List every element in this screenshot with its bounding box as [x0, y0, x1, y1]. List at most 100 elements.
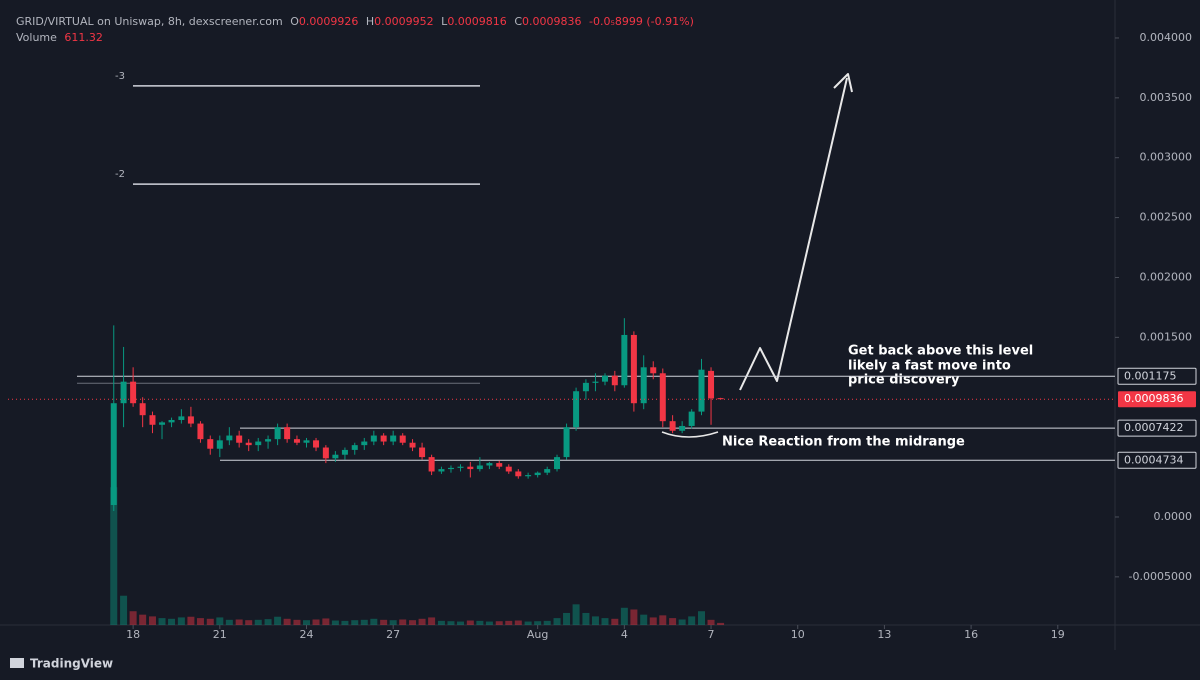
candle-body [332, 454, 339, 459]
volume-bar [591, 616, 599, 625]
candle-body [409, 442, 416, 448]
candle-body [265, 439, 272, 442]
volume-label: Volume [16, 31, 57, 44]
brand-name: TradingView [30, 657, 113, 671]
candle-body [303, 440, 310, 443]
candle-body [554, 457, 561, 470]
volume-bar [312, 619, 320, 625]
volume-bar [399, 619, 407, 625]
candle-body [698, 369, 705, 412]
x-tick-label: 13 [877, 628, 891, 641]
volume-bar [505, 620, 513, 625]
volume-bar [495, 621, 503, 625]
last-price-box [1118, 391, 1196, 408]
volume-bar [302, 620, 310, 625]
candle-body [313, 440, 320, 448]
candle-body [139, 403, 146, 416]
ohlc-label: H [366, 15, 374, 28]
volume-bar [457, 621, 465, 625]
open-value: 0.0009926 [299, 15, 359, 28]
branding: TradingView [10, 657, 113, 671]
close-value: 0.0009836 [522, 15, 582, 28]
volume-bar [640, 614, 648, 625]
volume-bar [110, 487, 118, 625]
candle-body [611, 375, 618, 386]
annotation-breakout: Get back above this level [848, 344, 1033, 359]
candle-body [255, 441, 262, 446]
candle-body [447, 467, 454, 470]
volume-bar [582, 612, 590, 625]
y-tick-label: 0.003000 [1140, 151, 1193, 164]
candle-body [669, 421, 676, 431]
volume-bar [409, 620, 417, 625]
candle-body [505, 466, 512, 472]
volume-bar [177, 617, 185, 625]
volume-bar [678, 619, 686, 625]
high-value: 0.0009952 [374, 15, 434, 28]
volume-bar [630, 609, 638, 625]
volume-bar [620, 607, 628, 625]
volume-bar [196, 618, 204, 625]
volume-bar [669, 618, 677, 625]
level-label: 0.001175 [1124, 369, 1177, 382]
volume-bar [187, 616, 195, 625]
candle-body [592, 381, 599, 383]
candle-body [630, 334, 637, 404]
x-tick-label: 16 [964, 628, 978, 641]
volume-bar [514, 620, 522, 625]
change-value: -0.0₅8999 (-0.91%) [589, 15, 694, 28]
candle-body [563, 427, 570, 458]
volume-bar [389, 620, 397, 625]
candle-body [236, 435, 243, 443]
candle-body [187, 416, 194, 424]
level-label-box [1117, 419, 1197, 437]
level-label-box [1117, 451, 1197, 469]
volume-bar [120, 595, 128, 625]
volume-bar [601, 618, 609, 625]
x-tick-label: 19 [1051, 628, 1065, 641]
y-tick-label: 0.003500 [1140, 91, 1193, 104]
y-tick-label: 0.002500 [1140, 211, 1193, 224]
level-label: 0.0007422 [1124, 421, 1184, 434]
chart-header: GRID/VIRTUAL on Uniswap, 8h, dexscreener… [16, 15, 694, 28]
candle-body [390, 435, 397, 442]
candle-body [351, 445, 358, 450]
candle-body [159, 422, 166, 425]
volume-bar [553, 618, 561, 625]
volume-bar [688, 616, 696, 625]
volume-bar [245, 620, 253, 625]
y-tick-label: 0.0000 [1154, 510, 1193, 523]
volume-bar [534, 621, 542, 625]
x-tick-label: 4 [621, 628, 628, 641]
candle-body [245, 442, 252, 446]
candle-body [380, 435, 387, 442]
level-label: 0.0004734 [1124, 453, 1184, 466]
candle-body [149, 415, 156, 425]
candle-body [284, 427, 291, 440]
candle-body [582, 382, 589, 392]
last-price-label: 0.0009836 [1124, 392, 1184, 405]
y-tick-label: 0.001500 [1140, 330, 1193, 343]
chart-title: GRID/VIRTUAL on Uniswap, 8h, dexscreener… [16, 15, 283, 28]
volume-bar [351, 620, 359, 625]
volume-header: Volume 611.32 [16, 31, 103, 44]
volume-bar [254, 619, 262, 625]
volume-bar [158, 618, 166, 625]
volume-bar [360, 619, 368, 625]
candle-body [216, 440, 223, 449]
volume-bar [611, 618, 619, 625]
candle-body [438, 469, 445, 472]
x-tick-label: 18 [126, 628, 140, 641]
candle-body [601, 375, 608, 382]
candle-body [688, 411, 695, 426]
y-tick-label: 0.004000 [1140, 31, 1193, 44]
x-tick-label: 27 [386, 628, 400, 641]
candle-body [428, 457, 435, 472]
candle-body [659, 373, 666, 422]
candle-body [534, 472, 541, 476]
y-tick-label: -0.0005000 [1129, 570, 1192, 583]
candle-body [496, 463, 503, 467]
volume-bar [707, 619, 715, 625]
